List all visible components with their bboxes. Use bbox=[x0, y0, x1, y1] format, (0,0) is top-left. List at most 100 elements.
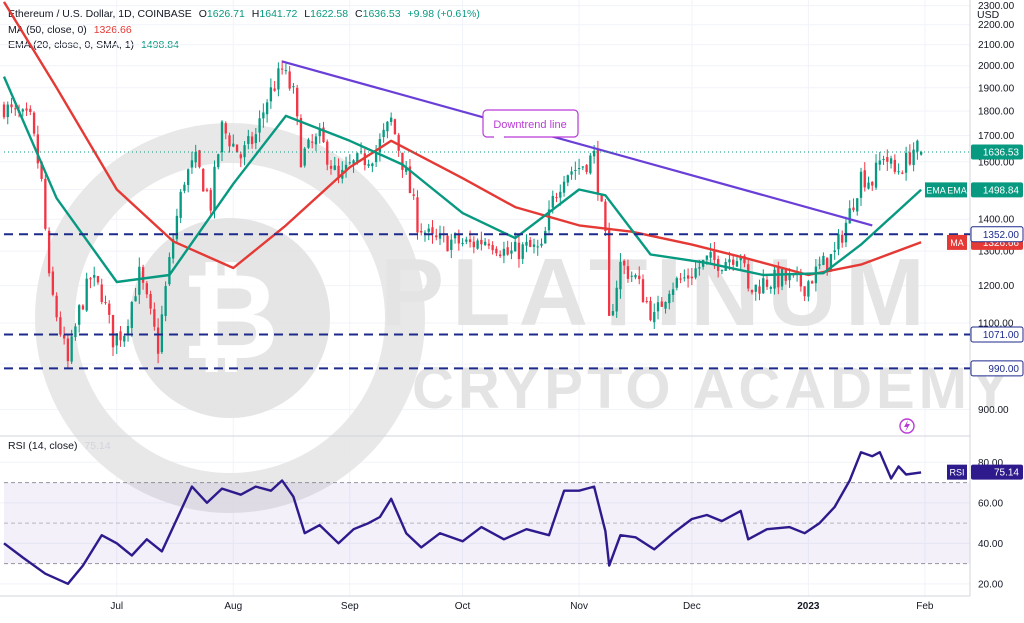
candle-body bbox=[134, 296, 137, 302]
candle bbox=[641, 274, 645, 303]
candles bbox=[2, 60, 923, 368]
candle-body bbox=[536, 246, 539, 248]
candle-body bbox=[232, 143, 235, 147]
candle-body bbox=[25, 108, 28, 111]
candle-body bbox=[570, 171, 573, 175]
candle bbox=[487, 239, 491, 250]
candle bbox=[525, 234, 528, 253]
candle-body bbox=[709, 252, 712, 258]
candle bbox=[882, 155, 885, 165]
candle-body bbox=[638, 275, 641, 280]
time-tick-label: Aug bbox=[224, 601, 242, 612]
candle-body bbox=[123, 335, 126, 342]
candle bbox=[765, 276, 769, 290]
candle bbox=[254, 127, 258, 150]
candle bbox=[119, 326, 122, 347]
candle-body bbox=[799, 272, 803, 287]
candle bbox=[517, 234, 521, 268]
candle-body bbox=[615, 287, 618, 312]
candle-body bbox=[852, 207, 855, 211]
candle bbox=[803, 286, 806, 302]
candle bbox=[303, 146, 306, 168]
candle bbox=[36, 125, 39, 169]
candle-body bbox=[371, 163, 374, 167]
candle bbox=[619, 253, 622, 299]
candle bbox=[228, 132, 231, 153]
candle-body bbox=[209, 190, 212, 211]
candle bbox=[450, 233, 453, 259]
candle-body bbox=[498, 254, 502, 257]
rsi-tick-label: 80.00 bbox=[978, 458, 1003, 469]
candle bbox=[427, 223, 430, 241]
candle-body bbox=[735, 261, 739, 267]
candle-body bbox=[36, 134, 39, 164]
candle-body bbox=[833, 250, 836, 253]
watermark-line-2: CRYPTO ACADEMY bbox=[412, 356, 1014, 421]
candle bbox=[374, 144, 378, 167]
time-tick-label: Sep bbox=[341, 601, 359, 612]
candle bbox=[577, 158, 581, 175]
candle-body bbox=[581, 166, 585, 168]
candle bbox=[826, 257, 829, 276]
candle-body bbox=[713, 250, 716, 261]
last-price-label-box bbox=[971, 144, 1023, 160]
candle-body bbox=[487, 243, 491, 246]
candle bbox=[307, 137, 310, 149]
candle bbox=[679, 272, 682, 284]
candle-body bbox=[619, 261, 622, 290]
ma-legend[interactable]: MA (50, close, 0) 1326.66 bbox=[8, 24, 132, 37]
candle-body bbox=[919, 152, 923, 155]
candle-body bbox=[829, 254, 833, 272]
candle bbox=[623, 259, 626, 274]
candle-body bbox=[93, 275, 96, 278]
candle bbox=[138, 257, 141, 304]
candle bbox=[566, 174, 569, 187]
candle-body bbox=[66, 338, 70, 362]
candle-body bbox=[623, 260, 626, 266]
candle bbox=[235, 144, 239, 153]
candle-body bbox=[224, 123, 227, 134]
candle bbox=[544, 226, 547, 244]
time-tick-label: 2023 bbox=[797, 601, 820, 612]
candle bbox=[720, 269, 724, 275]
candle bbox=[604, 198, 607, 237]
candle bbox=[423, 230, 427, 242]
candle-body bbox=[344, 164, 348, 171]
level-price-label-text: 1352.00 bbox=[983, 230, 1020, 241]
candle bbox=[773, 265, 776, 295]
candle bbox=[367, 159, 370, 169]
candle-body bbox=[754, 284, 757, 292]
candle-body bbox=[70, 336, 73, 362]
low-label: L bbox=[304, 8, 311, 20]
candle-body bbox=[363, 153, 367, 166]
candle bbox=[59, 311, 62, 337]
candle bbox=[175, 208, 179, 243]
candle-body bbox=[577, 167, 581, 169]
rsi-value-label-box bbox=[971, 464, 1023, 480]
candle bbox=[747, 260, 750, 292]
candle bbox=[435, 228, 438, 241]
candle-body bbox=[51, 271, 55, 295]
candle bbox=[243, 141, 246, 166]
candle-body bbox=[777, 268, 780, 288]
candle bbox=[660, 297, 663, 307]
candle bbox=[754, 284, 757, 301]
candle bbox=[762, 269, 765, 294]
candle-body bbox=[431, 227, 434, 235]
candle bbox=[209, 187, 212, 215]
candle-body bbox=[412, 194, 415, 196]
change-value: +9.98 (+0.61%) bbox=[407, 8, 480, 20]
candle-body bbox=[483, 241, 487, 245]
time-tick-label: Jul bbox=[110, 601, 123, 612]
candle bbox=[769, 285, 772, 294]
rsi-tick-label: 20.00 bbox=[978, 579, 1003, 590]
candle-body bbox=[145, 283, 148, 295]
candle-body bbox=[378, 139, 382, 153]
candle-body bbox=[641, 279, 645, 303]
candle-body bbox=[348, 162, 351, 164]
candle bbox=[333, 156, 336, 171]
symbol-title: Ethereum / U.S. Dollar, 1D, COINBASE bbox=[8, 8, 192, 20]
candle bbox=[329, 160, 333, 175]
candle bbox=[217, 153, 220, 170]
